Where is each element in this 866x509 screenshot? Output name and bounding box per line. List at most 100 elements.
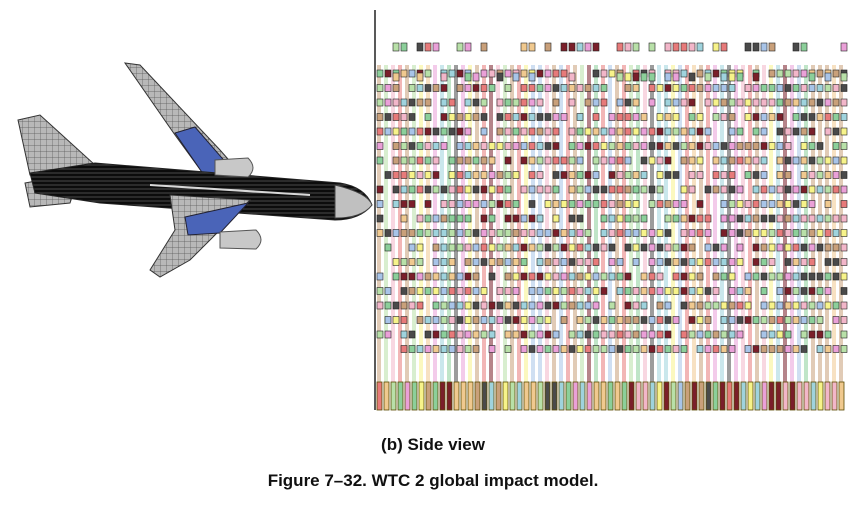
tower-column <box>405 65 409 410</box>
tower-cell <box>584 142 592 150</box>
tower-cell <box>672 98 680 107</box>
tower-cell <box>496 72 504 82</box>
tower-cell <box>688 287 696 295</box>
tower-cell <box>488 200 496 208</box>
tower-column <box>790 65 794 410</box>
tower-cell <box>464 113 472 121</box>
tower-cell <box>632 316 640 324</box>
tower-cell <box>680 229 688 237</box>
tower-cell <box>408 258 416 266</box>
tower-cell <box>376 287 384 295</box>
tower-base-cell <box>824 381 831 411</box>
tower-cell <box>576 316 584 324</box>
tower-cell <box>560 200 568 208</box>
tower-cell <box>560 113 568 121</box>
tower-cell <box>560 272 568 281</box>
tower-base-cell <box>551 381 558 411</box>
tower-cell <box>512 287 520 295</box>
tower-base-cell <box>523 381 530 411</box>
tower-cell <box>704 301 712 310</box>
tower-cell <box>800 258 808 266</box>
tower-cell <box>664 287 672 295</box>
tower-cell <box>448 229 456 237</box>
tower-cell <box>400 156 408 165</box>
tower-cell <box>544 330 552 339</box>
tower-cell <box>808 156 816 165</box>
tower-cell <box>464 287 472 295</box>
tower-cell <box>560 229 568 237</box>
tower-cell <box>680 301 688 310</box>
tower-cell <box>600 142 608 150</box>
tower-cell <box>520 229 528 237</box>
tower-cell <box>816 287 824 295</box>
tower-cell <box>784 98 792 107</box>
tower-cell <box>776 84 784 92</box>
tower-cell <box>552 98 560 107</box>
tower-cell <box>760 287 768 295</box>
tower-cell <box>480 42 488 52</box>
tower-cell <box>552 330 560 339</box>
tower-cell <box>776 69 784 78</box>
tower-base-cell <box>635 381 642 411</box>
tower-cell <box>480 301 488 310</box>
tower-column <box>559 65 563 410</box>
tower-cell <box>400 345 408 353</box>
tower-cell <box>528 98 536 107</box>
tower-column <box>643 65 647 410</box>
tower-cell <box>504 258 512 266</box>
tower-cell <box>760 84 768 92</box>
tower-cell <box>728 127 736 136</box>
tower-cell <box>648 84 656 92</box>
tower-cell <box>752 42 760 52</box>
tower-cell <box>512 98 520 107</box>
tower-cell <box>544 156 552 165</box>
tower-cell <box>424 127 432 136</box>
tower-cell <box>680 98 688 107</box>
tower-cell <box>712 42 720 52</box>
tower-cell <box>712 113 720 121</box>
tower-cell <box>784 200 792 208</box>
tower-cell <box>680 156 688 165</box>
tower-cell <box>840 229 848 237</box>
tower-cell <box>800 185 808 194</box>
tower-cell <box>568 185 576 194</box>
tower-cell <box>520 185 528 194</box>
tower-cell <box>488 229 496 237</box>
tower-cell <box>704 98 712 107</box>
tower-cell <box>520 113 528 121</box>
tower-base-cell <box>796 381 803 411</box>
tower-cell <box>456 243 464 252</box>
tower-cell <box>408 243 416 252</box>
tower-cell <box>392 171 400 179</box>
tower-cell <box>736 72 744 82</box>
tower-cell <box>776 301 784 310</box>
tower-cell <box>560 301 568 310</box>
tower-cell <box>720 98 728 107</box>
tower-cell <box>696 69 704 78</box>
tower-cell <box>592 272 600 281</box>
tower-cell <box>416 272 424 281</box>
tower-cell <box>544 345 552 353</box>
tower-cell <box>592 113 600 121</box>
tower-cell <box>480 229 488 237</box>
tower-cell <box>624 84 632 92</box>
tower-cell <box>464 200 472 208</box>
tower-cell <box>496 98 504 107</box>
tower-cell <box>480 113 488 121</box>
tower-cell <box>816 113 824 121</box>
tower-cell <box>800 272 808 281</box>
tower-cell <box>768 98 776 107</box>
tower-cell <box>504 330 512 339</box>
tower-cell <box>824 156 832 165</box>
tower-cell <box>424 156 432 165</box>
tower-cell <box>616 214 624 223</box>
tower-cell <box>664 72 672 82</box>
tower-cell <box>384 316 392 324</box>
tower-cell <box>616 330 624 339</box>
tower-cell <box>816 243 824 252</box>
tower-cell <box>664 330 672 339</box>
tower-cell <box>480 214 488 223</box>
tower-base-cell <box>698 381 705 411</box>
tower-cell <box>704 258 712 266</box>
